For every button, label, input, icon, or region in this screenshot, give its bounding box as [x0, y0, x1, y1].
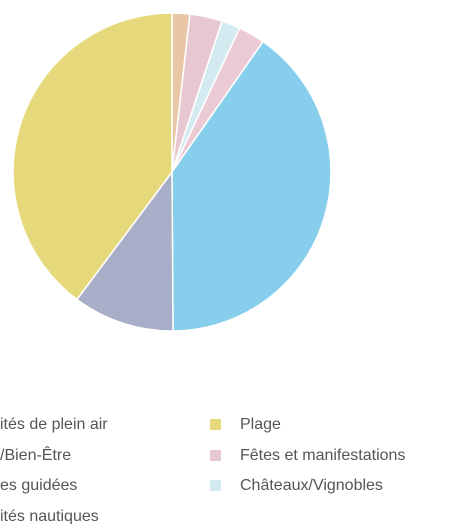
legend-label: ités nautiques [0, 508, 99, 524]
pie-slice [12, 12, 173, 301]
legend-swatch [210, 450, 221, 461]
legend-label: ités de plein air [0, 416, 108, 433]
legend-label: es guidées [0, 477, 77, 494]
legend-label: Fêtes et manifestations [240, 447, 405, 464]
legend-swatch [210, 480, 221, 491]
legend-label: Châteaux/Vignobles [240, 477, 383, 494]
pie-slice [171, 40, 332, 332]
pie-slice [75, 169, 174, 332]
legend-label: /Bien-Être [0, 445, 71, 464]
legend-swatch [210, 419, 221, 430]
legend-label: Plage [240, 416, 281, 433]
